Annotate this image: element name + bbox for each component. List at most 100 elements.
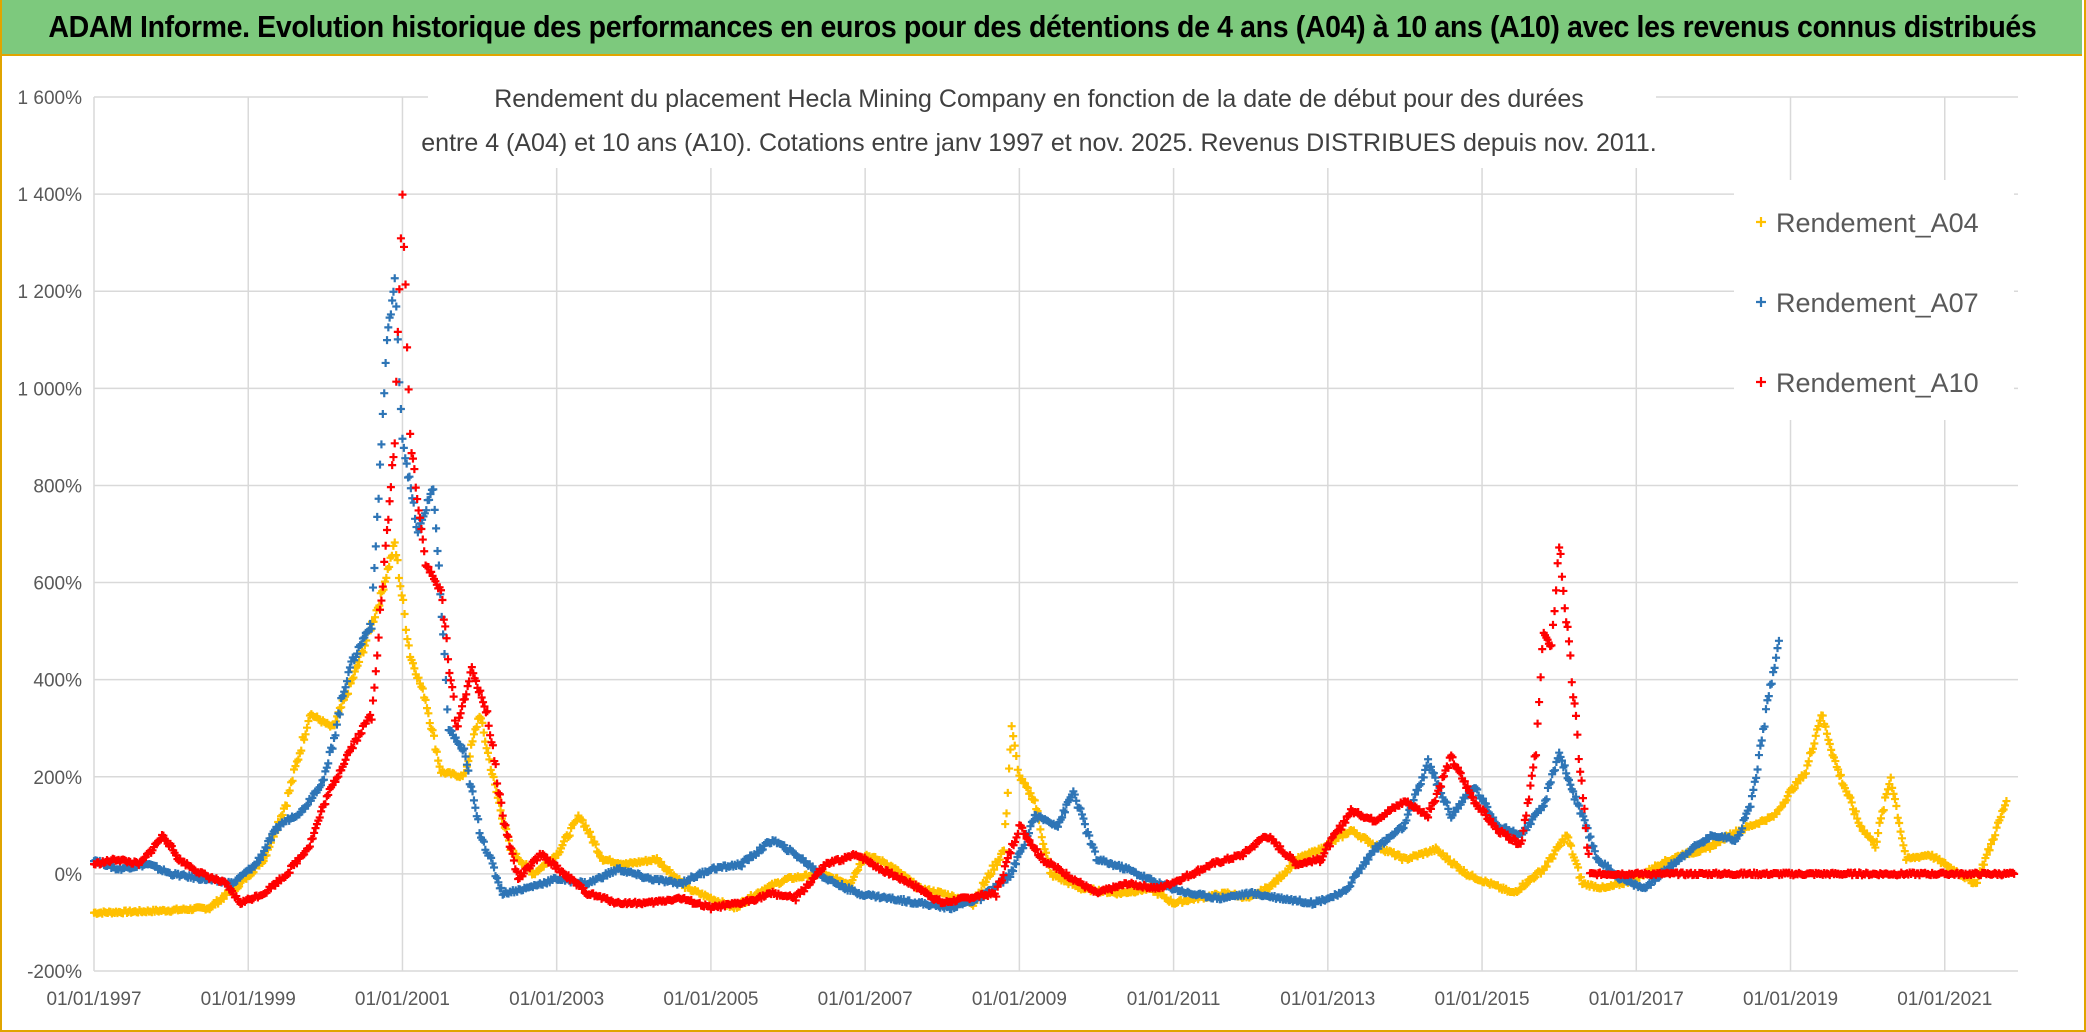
y-tick-label: 400% — [33, 671, 82, 692]
data-point — [404, 641, 413, 650]
data-point — [579, 884, 588, 893]
data-point — [509, 856, 518, 865]
data-point — [1354, 868, 1363, 877]
data-point — [1360, 858, 1369, 867]
data-point — [332, 773, 341, 782]
data-point — [1552, 586, 1561, 595]
data-point — [476, 686, 485, 695]
data-point — [1818, 711, 1827, 720]
data-point — [408, 659, 417, 668]
data-point — [1555, 748, 1564, 757]
data-point — [399, 242, 408, 251]
data-point — [427, 567, 436, 576]
data-point — [1564, 833, 1573, 842]
data-point — [334, 772, 343, 781]
data-point — [472, 676, 481, 685]
data-point — [591, 840, 600, 849]
y-tick-label: -200% — [27, 962, 82, 983]
data-point — [1767, 679, 1776, 688]
data-point — [1089, 843, 1098, 852]
data-point — [1535, 698, 1544, 707]
data-point — [491, 760, 500, 769]
data-point — [384, 323, 393, 332]
data-point — [981, 877, 990, 886]
data-point — [1543, 783, 1552, 792]
data-point — [1479, 794, 1488, 803]
data-point — [1790, 784, 1799, 793]
data-point — [396, 404, 405, 413]
data-point — [1757, 736, 1766, 745]
data-point — [1543, 635, 1552, 644]
data-point — [428, 726, 437, 735]
data-point — [791, 896, 800, 905]
data-point — [1416, 780, 1425, 789]
x-tick-label: 01/01/2005 — [663, 989, 758, 1010]
data-point — [451, 716, 460, 725]
data-point — [1346, 882, 1355, 891]
data-point — [371, 667, 380, 676]
data-point — [1753, 765, 1762, 774]
data-point — [1580, 804, 1589, 813]
data-point — [432, 524, 441, 533]
y-tick-label: 0% — [55, 865, 83, 886]
data-point — [278, 810, 287, 819]
data-point — [370, 683, 379, 692]
data-point — [1542, 862, 1551, 871]
data-point — [1825, 739, 1834, 748]
data-point — [1411, 802, 1420, 811]
data-point — [527, 861, 536, 870]
data-point — [1443, 852, 1451, 861]
data-point — [1012, 752, 1021, 761]
data-point — [424, 709, 433, 718]
data-point — [287, 778, 296, 787]
data-point — [1982, 850, 1991, 859]
data-point — [481, 708, 490, 717]
data-point — [324, 790, 333, 799]
data-point — [1426, 762, 1435, 771]
data-point — [413, 495, 422, 504]
data-point — [1409, 796, 1418, 805]
x-axis: 01/01/1997 01/01/1999 01/01/2001 01/01/2003… — [46, 989, 1992, 1010]
data-point — [497, 798, 506, 807]
data-point — [1764, 692, 1773, 701]
data-point — [1804, 757, 1813, 766]
data-point — [377, 596, 386, 605]
x-tick-label: 01/01/2021 — [1897, 989, 1992, 1010]
chart-title-line2: entre 4 (A04) et 10 ans (A10). Cotations… — [421, 129, 1656, 157]
data-point — [501, 821, 510, 830]
data-point — [1576, 767, 1585, 776]
data-point — [292, 859, 301, 868]
data-point — [1399, 824, 1408, 833]
data-point — [1085, 831, 1094, 840]
legend-label-a04: Rendement_A04 — [1776, 208, 1979, 238]
data-point — [456, 709, 465, 718]
data-point — [167, 842, 176, 851]
data-point — [343, 677, 352, 686]
data-point — [1006, 872, 1015, 881]
data-point — [1801, 769, 1810, 778]
data-point — [445, 669, 454, 678]
data-point — [1053, 822, 1062, 831]
data-point — [424, 562, 433, 571]
data-point — [1564, 637, 1573, 646]
x-tick-label: 01/01/2019 — [1743, 989, 1838, 1010]
data-point — [1526, 820, 1535, 829]
data-point — [1554, 843, 1563, 852]
data-point — [1876, 814, 1885, 823]
data-point — [1058, 813, 1067, 822]
data-point — [1415, 781, 1424, 790]
data-point — [657, 857, 666, 866]
data-point — [1989, 835, 1998, 844]
data-point — [359, 648, 368, 657]
data-point — [291, 762, 300, 771]
data-point — [1570, 699, 1579, 708]
data-point — [1463, 782, 1472, 791]
data-point — [389, 453, 398, 462]
data-point — [304, 717, 313, 726]
data-point — [494, 789, 503, 798]
data-point — [437, 586, 446, 595]
data-point — [1789, 785, 1798, 794]
data-point — [1752, 773, 1761, 782]
data-point — [441, 622, 450, 631]
